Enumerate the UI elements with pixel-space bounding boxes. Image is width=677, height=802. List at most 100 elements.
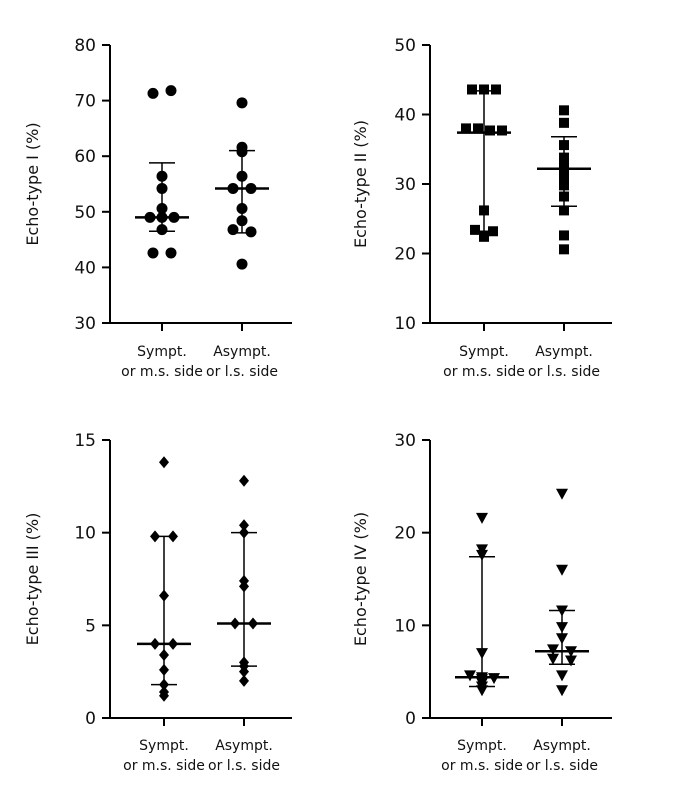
data-point <box>227 224 239 236</box>
data-point <box>156 211 168 223</box>
data-point <box>470 224 480 235</box>
data-point <box>559 105 569 116</box>
data-point <box>559 170 569 181</box>
data-point <box>236 215 248 227</box>
x-category-label: Sympt. <box>459 344 509 360</box>
chart-panel-2: 10 20 30 40 50 Sympt. or m.s. side Asympt. or l.… <box>351 36 612 380</box>
y-axis-title: Echo-type III (%) <box>23 513 42 646</box>
data-point <box>230 617 240 630</box>
y-tick-label: 40 <box>394 106 416 126</box>
data-point <box>488 226 498 237</box>
y-tick-label: 70 <box>74 92 96 112</box>
y-axis-title: Echo-type II (%) <box>351 120 370 248</box>
data-point <box>559 162 569 173</box>
data-point <box>144 211 156 223</box>
data-point <box>476 512 488 524</box>
y-tick-label: 15 <box>74 431 96 451</box>
data-point <box>559 191 569 202</box>
data-point <box>565 646 577 658</box>
data-point <box>156 170 168 182</box>
data-point <box>565 655 577 667</box>
data-point <box>236 97 248 109</box>
y-tick-label: 40 <box>74 258 96 278</box>
data-point <box>239 580 249 593</box>
x-category-label: or m.s. side <box>441 758 523 774</box>
y-tick-label: 20 <box>394 245 416 265</box>
data-point <box>556 564 568 576</box>
data-point <box>156 224 168 236</box>
data-point <box>236 258 248 270</box>
data-point <box>156 182 168 194</box>
data-point <box>556 622 568 634</box>
chart-panel-1: 30 40 50 60 70 80 Sympt. or m.s. side Asympt. or … <box>23 36 292 380</box>
data-point <box>488 673 500 685</box>
x-category-label: Sympt. <box>137 344 187 360</box>
data-point <box>239 674 249 687</box>
y-tick-label: 30 <box>394 431 416 451</box>
data-point <box>150 637 160 650</box>
data-point <box>485 125 495 136</box>
x-category-label: Sympt. <box>139 738 189 754</box>
data-point <box>239 526 249 539</box>
chart-panel-3: 0 5 10 15 Sympt. or m.s. side Asympt. or l.s. s… <box>23 431 292 774</box>
y-tick-label: 30 <box>394 175 416 195</box>
series-1 <box>455 512 509 697</box>
y-tick-label: 60 <box>74 147 96 167</box>
x-category-label: or l.s. side <box>206 364 278 380</box>
y-tick-label: 10 <box>394 314 416 334</box>
data-point <box>159 689 169 702</box>
series-2 <box>217 474 271 687</box>
data-point <box>150 530 160 543</box>
data-point <box>479 205 489 216</box>
y-tick-label: 10 <box>74 524 96 544</box>
data-point <box>547 653 559 665</box>
x-category-label: or m.s. side <box>121 364 203 380</box>
data-point <box>245 182 257 194</box>
data-point <box>165 247 177 259</box>
data-point <box>159 663 169 676</box>
data-point <box>227 182 239 194</box>
data-point <box>147 247 159 259</box>
data-point <box>556 488 568 500</box>
data-point <box>559 140 569 151</box>
data-point <box>165 85 177 97</box>
series-1 <box>135 85 189 259</box>
y-tick-label: 5 <box>85 616 96 636</box>
chart-panel-4: 0 10 20 30 Sympt. or m.s. side Asympt. or l.s. … <box>351 431 612 774</box>
x-category-label: or m.s. side <box>443 364 525 380</box>
data-point <box>156 202 168 214</box>
data-point <box>239 519 249 532</box>
series-1 <box>137 456 191 702</box>
y-tick-label: 80 <box>74 36 96 56</box>
x-category-label: or l.s. side <box>208 758 280 774</box>
data-point <box>547 644 559 656</box>
y-axis-title: Echo-type I (%) <box>23 122 42 245</box>
data-point <box>236 170 248 182</box>
data-point <box>159 678 169 691</box>
x-category-label: Asympt. <box>213 344 271 360</box>
series-2 <box>535 488 589 697</box>
data-point <box>491 84 501 95</box>
data-point <box>473 123 483 134</box>
data-point <box>479 84 489 95</box>
data-point <box>559 180 569 191</box>
y-tick-label: 0 <box>85 709 96 729</box>
data-point <box>476 549 488 561</box>
x-category-label: Sympt. <box>457 738 507 754</box>
data-point <box>556 605 568 617</box>
data-point <box>239 665 249 678</box>
data-point <box>556 633 568 645</box>
y-tick-label: 10 <box>394 616 416 636</box>
data-point <box>559 117 569 128</box>
data-point <box>239 474 249 487</box>
data-point <box>248 617 258 630</box>
data-point <box>476 544 488 556</box>
x-category-label: Asympt. <box>535 344 593 360</box>
data-point <box>479 231 489 242</box>
data-point <box>556 670 568 682</box>
x-category-label: Asympt. <box>215 738 273 754</box>
data-point <box>159 648 169 661</box>
data-point <box>245 226 257 238</box>
data-point <box>168 637 178 650</box>
